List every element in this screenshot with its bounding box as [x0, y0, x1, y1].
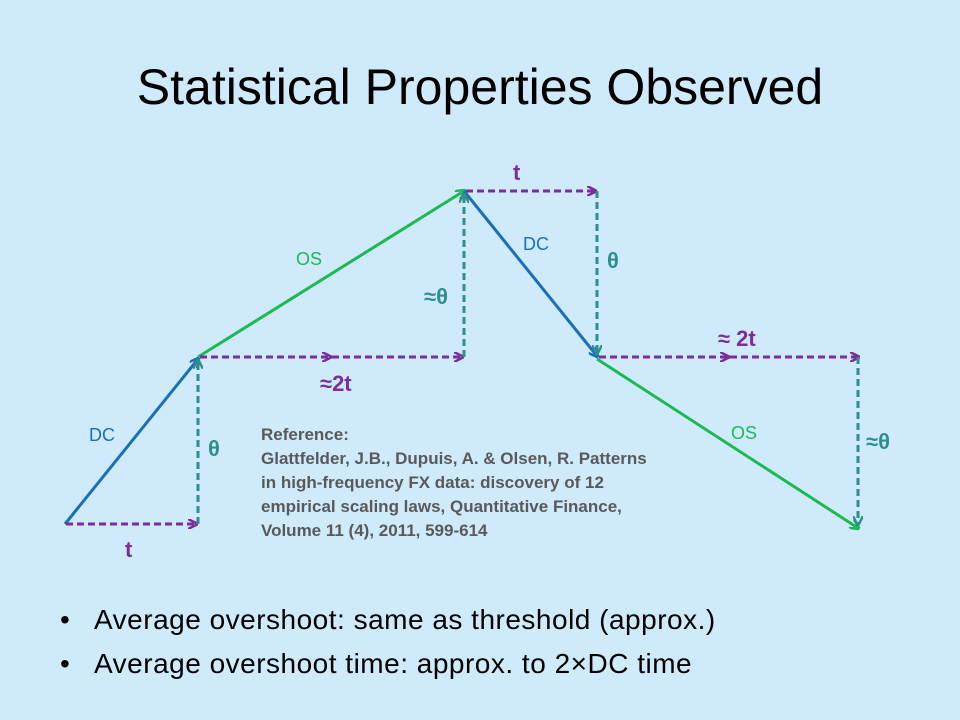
theta-label-left: θ — [208, 436, 220, 461]
reference-citation: Reference: Glattfelder, J.B., Dupuis, A.… — [261, 423, 741, 543]
approx-theta-label-far-right: ≈θ — [866, 429, 890, 454]
bullet-item: • Average overshoot time: approx. to 2×DC… — [60, 642, 716, 686]
approx-2t-label-left: ≈2t — [320, 371, 352, 396]
dc-arrow-down — [462, 190, 597, 356]
t-label-bottom: t — [125, 537, 133, 562]
bullet-dot-icon: • — [60, 648, 71, 679]
reference-heading: Reference: — [261, 425, 349, 444]
bullet-item: • Average overshoot: same as threshold (a… — [60, 598, 716, 642]
reference-line: Glattfelder, J.B., Dupuis, A. & Olsen, R… — [261, 449, 647, 468]
bullet-text: Average overshoot: same as threshold (ap… — [94, 604, 716, 635]
dc-label-left: DC — [89, 425, 115, 445]
t-label-top: t — [513, 160, 521, 185]
dc-arrow-up — [63, 359, 198, 525]
dc-label-right: DC — [523, 234, 549, 254]
bullet-dot-icon: • — [60, 604, 71, 635]
approx-theta-label-mid: ≈θ — [424, 284, 448, 309]
reference-line: Volume 11 (4), 2011, 599-614 — [261, 521, 488, 540]
approx-2t-label-right: ≈ 2t — [718, 326, 756, 351]
os-arrow-down — [596, 357, 858, 528]
bullet-list: • Average overshoot: same as threshold (a… — [60, 598, 716, 686]
bullet-text: Average overshoot time: approx. to 2×DC … — [94, 648, 693, 679]
page-title: Statistical Properties Observed — [136, 59, 824, 115]
os-label-left: OS — [296, 249, 322, 269]
os-label-right: OS — [731, 423, 757, 443]
theta-label-right: θ — [607, 248, 619, 273]
reference-line: in high-frequency FX data: discovery of … — [261, 473, 604, 492]
os-arrow-up — [197, 191, 464, 359]
reference-line: empirical scaling laws, Quantitative Fin… — [261, 497, 622, 516]
